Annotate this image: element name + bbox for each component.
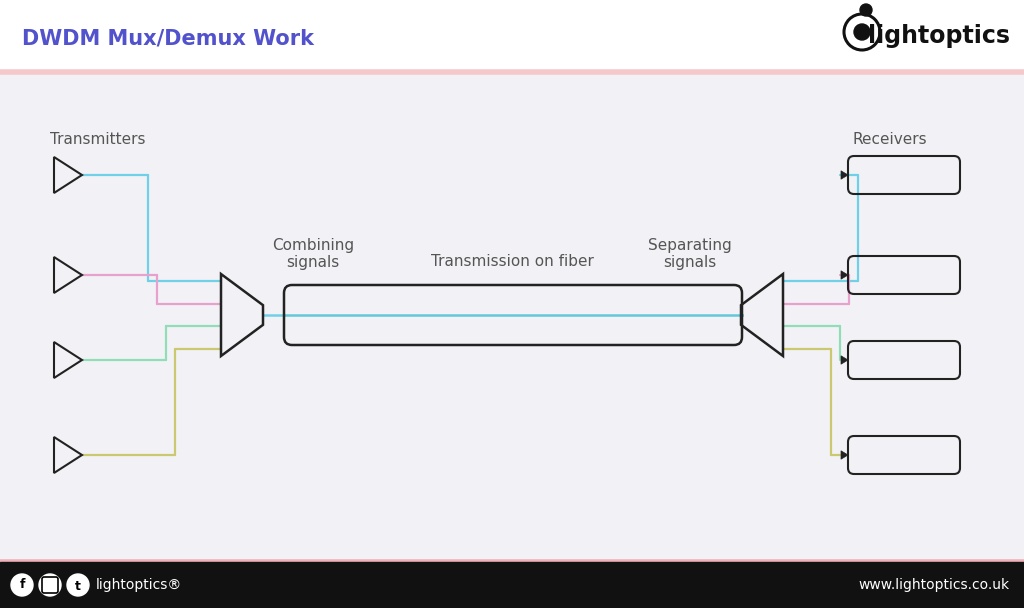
Circle shape: [854, 24, 870, 40]
Circle shape: [39, 574, 61, 596]
Text: Transmitters: Transmitters: [50, 133, 145, 148]
Text: f: f: [19, 578, 25, 592]
Text: lightoptics®: lightoptics®: [96, 578, 182, 592]
Text: Transmission on fiber: Transmission on fiber: [430, 255, 594, 269]
Text: www.lightoptics.co.uk: www.lightoptics.co.uk: [859, 578, 1010, 592]
Polygon shape: [841, 451, 848, 459]
Text: Receivers: Receivers: [853, 133, 928, 148]
Bar: [0, 0, 1024, 72]
Polygon shape: [841, 356, 848, 364]
Polygon shape: [841, 271, 848, 279]
Text: lightoptics: lightoptics: [868, 24, 1010, 48]
Text: t: t: [75, 579, 81, 593]
Circle shape: [860, 4, 872, 16]
Circle shape: [67, 574, 89, 596]
Circle shape: [11, 574, 33, 596]
Text: DWDM Mux/Demux Work: DWDM Mux/Demux Work: [22, 28, 314, 48]
Polygon shape: [841, 171, 848, 179]
Text: Combining
signals: Combining signals: [272, 238, 354, 271]
Bar: [0, 562, 1024, 608]
Text: Separating
signals: Separating signals: [648, 238, 732, 271]
